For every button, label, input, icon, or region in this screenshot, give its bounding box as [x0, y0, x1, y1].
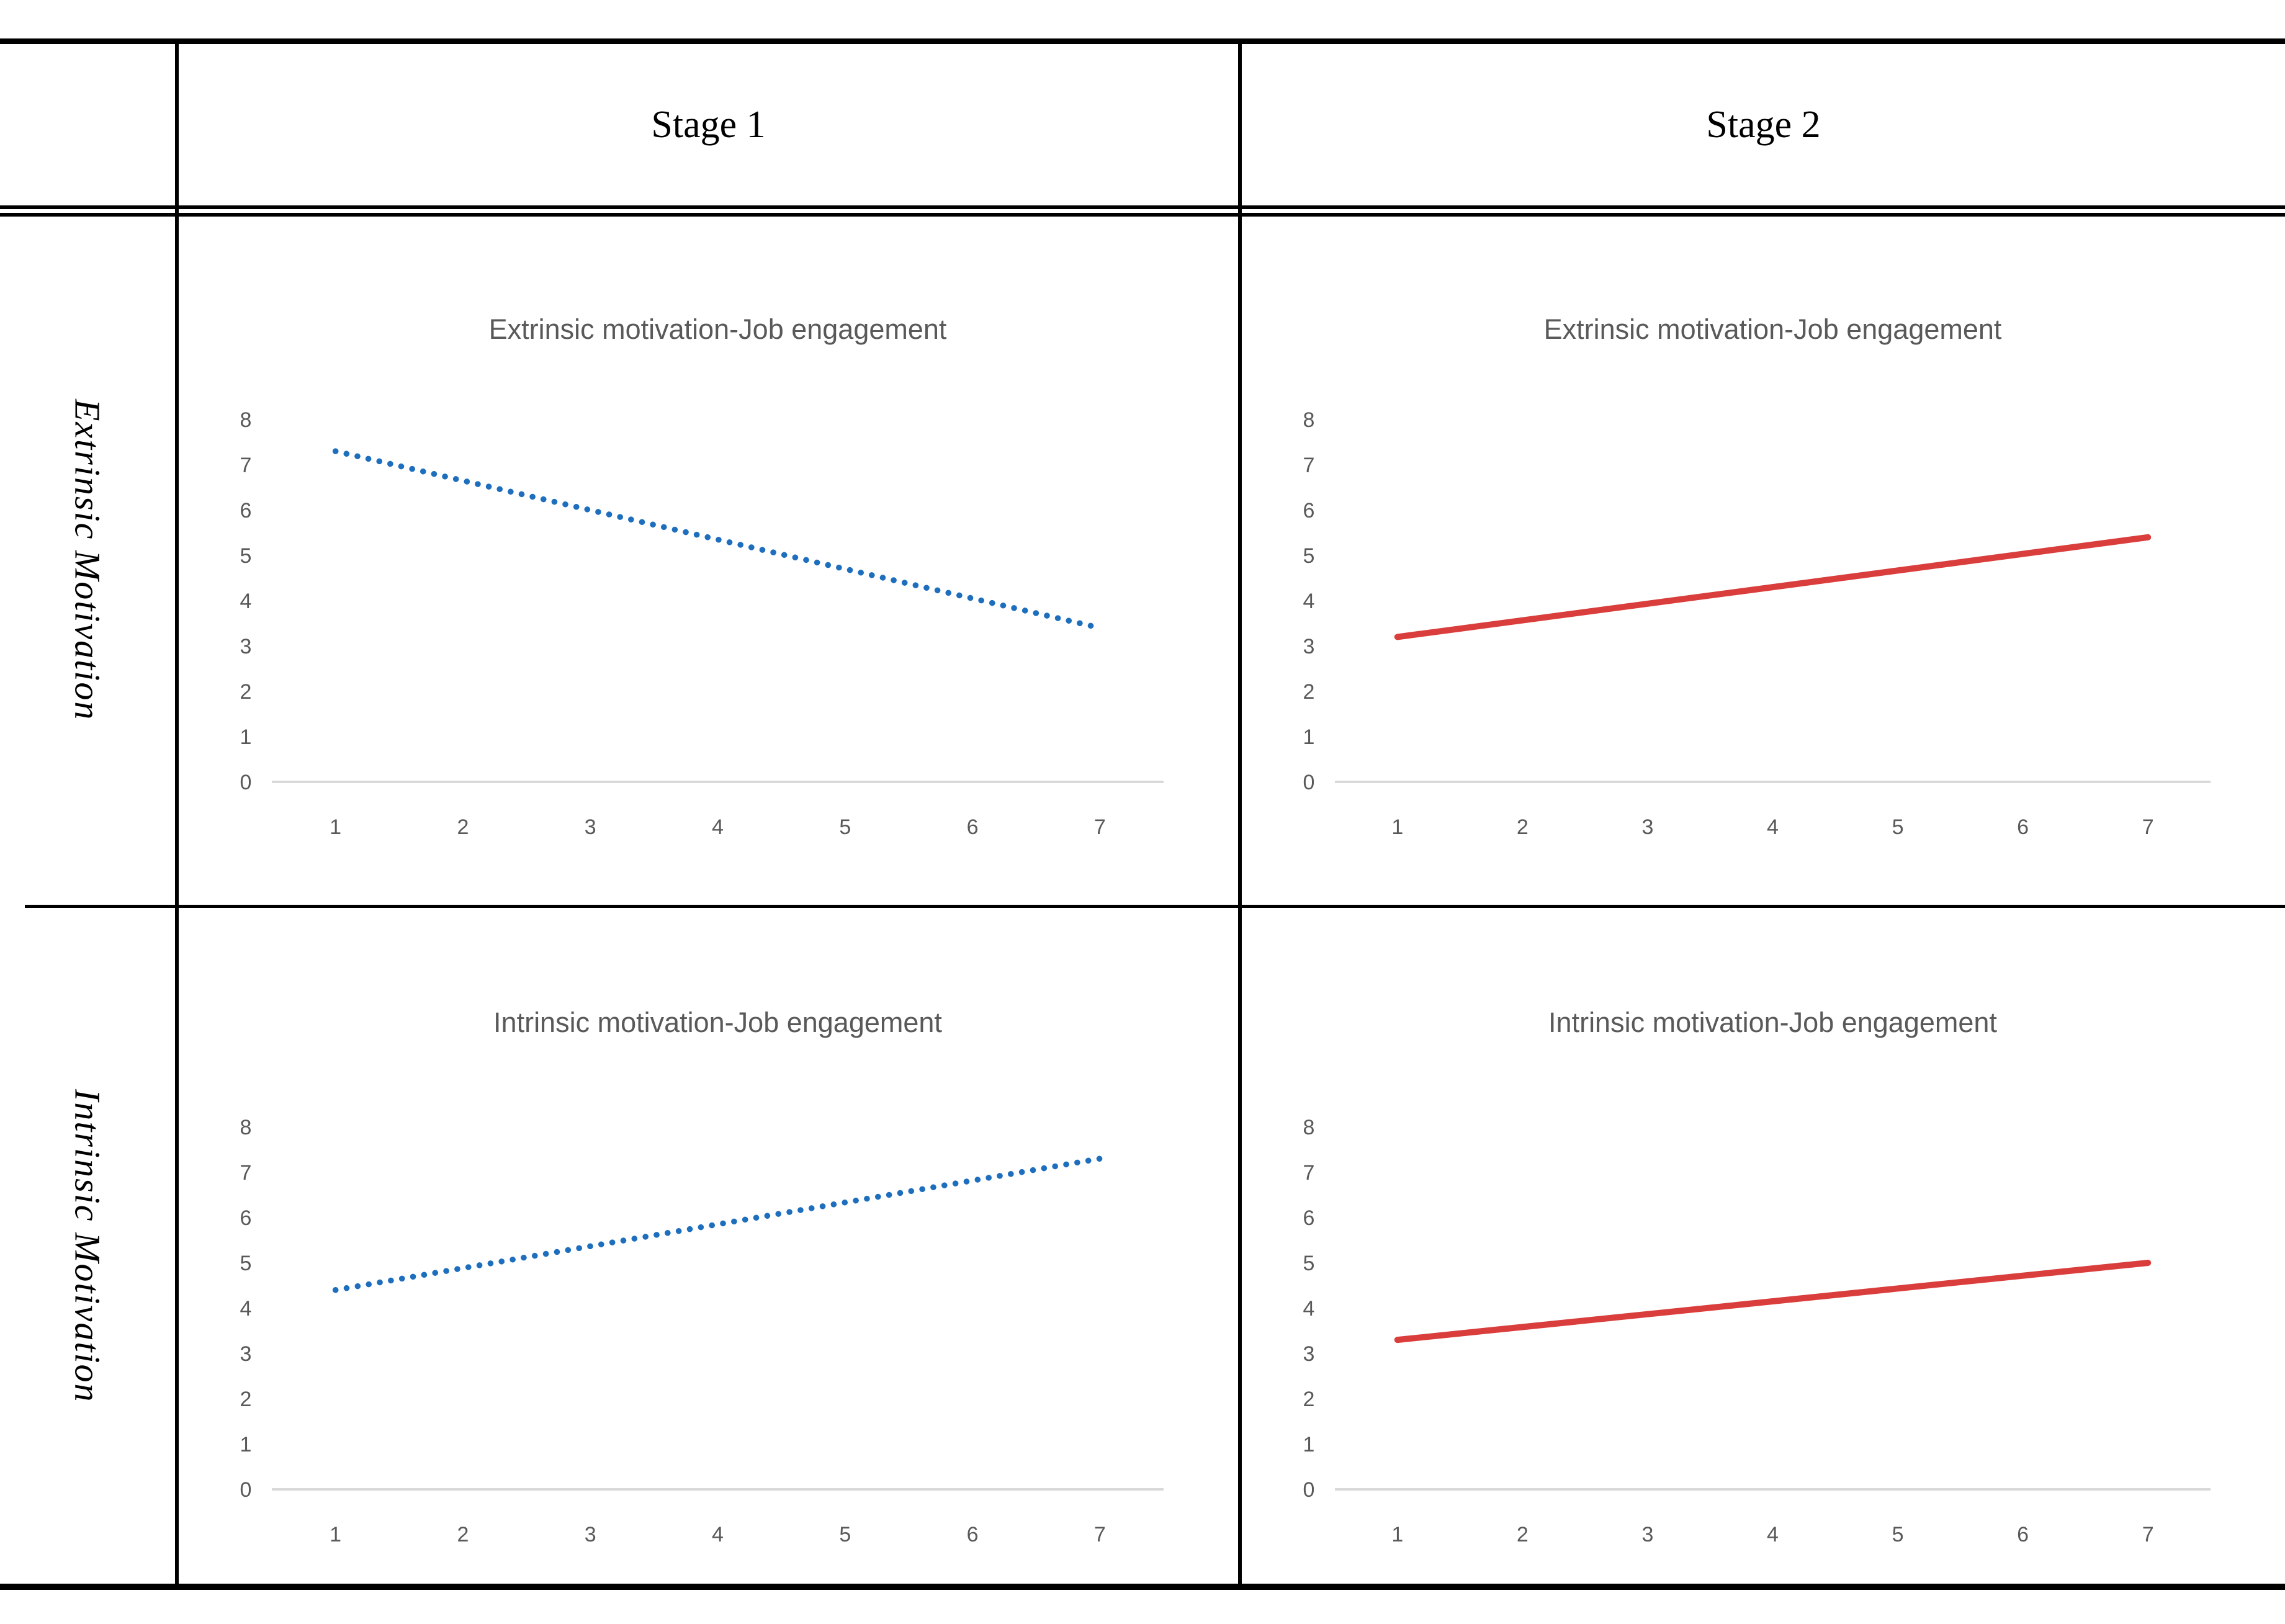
y-tick-label: 5 — [1303, 1252, 1315, 1275]
chart-cell-stage1-intrinsic: Intrinsic motivation-Job engagement 0 1 2 3 4… — [179, 908, 1238, 1584]
chart-title: Intrinsic motivation-Job engagement — [493, 1007, 942, 1038]
row-header-extrinsic-motivation: Extrinsic Motivation — [0, 215, 175, 905]
x-tick-label: 6 — [2017, 1523, 2029, 1546]
extrinsic-motivation-label: Extrinsic Motivation — [67, 398, 108, 721]
x-tick-label: 5 — [839, 1523, 851, 1546]
table-top-rule — [0, 38, 2285, 44]
y-tick-label: 7 — [240, 1161, 252, 1185]
y-tick-label: 0 — [240, 771, 252, 794]
series-line-dotted — [332, 448, 1103, 631]
x-tick-label: 2 — [457, 1523, 469, 1546]
x-tick-label: 5 — [1892, 815, 1904, 839]
x-tick-label: 5 — [839, 815, 851, 839]
x-tick-label: 2 — [1517, 815, 1529, 839]
y-tick-label: 2 — [1303, 1388, 1315, 1411]
chart-stage1-extrinsic: Extrinsic motivation-Job engagement 0 1 2 3 4… — [240, 313, 1164, 839]
y-tick-label: 1 — [1303, 725, 1315, 749]
series-line-solid — [1394, 1260, 2152, 1344]
x-tick-label: 7 — [2142, 815, 2154, 839]
y-tick-label: 7 — [1303, 1161, 1315, 1185]
column-header-stage-1: Stage 1 — [179, 44, 1238, 205]
x-tick-label: 1 — [1391, 1523, 1403, 1546]
y-tick-label: 8 — [240, 1116, 252, 1139]
x-tick-label: 4 — [1767, 1523, 1779, 1546]
chart-stage2-extrinsic: Extrinsic motivation-Job engagement 0 1 2 3 4… — [1303, 313, 2211, 839]
row-header-intrinsic-motivation: Intrinsic Motivation — [0, 908, 175, 1584]
y-tick-label: 4 — [1303, 590, 1315, 613]
y-tick-label: 8 — [1303, 408, 1315, 432]
y-tick-label: 3 — [1303, 635, 1315, 658]
column-divider-left — [175, 44, 179, 1584]
x-tick-label: 7 — [1094, 815, 1106, 839]
x-tick-label: 4 — [712, 1523, 724, 1546]
y-tick-label: 3 — [1303, 1342, 1315, 1366]
chart-stage1-intrinsic: Intrinsic motivation-Job engagement 0 1 2 3 4… — [240, 1007, 1164, 1546]
y-tick-label: 2 — [240, 1388, 252, 1411]
x-tick-label: 3 — [1641, 1523, 1653, 1546]
y-tick-label: 6 — [1303, 499, 1315, 523]
x-tick-label: 2 — [457, 815, 469, 839]
chart-stage2-intrinsic: Intrinsic motivation-Job engagement 0 1 2 3 4… — [1303, 1007, 2211, 1546]
x-tick-label: 6 — [967, 815, 979, 839]
column-header-stage-2: Stage 2 — [1242, 44, 2285, 205]
chart-title: Extrinsic motivation-Job engagement — [489, 313, 947, 345]
y-tick-label: 4 — [240, 1297, 252, 1321]
y-tick-label: 5 — [240, 544, 252, 568]
y-tick-label: 7 — [1303, 454, 1315, 477]
y-tick-label: 0 — [1303, 771, 1315, 794]
y-tick-label: 5 — [240, 1252, 252, 1275]
x-tick-label: 1 — [330, 1523, 341, 1546]
y-tick-label: 6 — [240, 1206, 252, 1230]
column-divider-middle — [1238, 44, 1242, 1584]
x-tick-label: 5 — [1892, 1523, 1904, 1546]
y-tick-label: 1 — [240, 725, 252, 749]
x-tick-label: 3 — [585, 815, 596, 839]
series-line-dotted — [332, 1155, 1103, 1293]
intrinsic-motivation-label: Intrinsic Motivation — [67, 1088, 108, 1403]
y-tick-label: 6 — [240, 499, 252, 523]
header-separator-rule-upper — [0, 205, 2285, 209]
x-tick-label: 1 — [330, 815, 341, 839]
y-tick-label: 3 — [240, 1342, 252, 1366]
x-tick-label: 4 — [712, 815, 724, 839]
row-separator-rule — [25, 905, 2285, 908]
x-tick-label: 3 — [1641, 815, 1653, 839]
y-tick-label: 2 — [240, 680, 252, 704]
x-tick-label: 4 — [1767, 815, 1779, 839]
x-tick-label: 7 — [2142, 1523, 2154, 1546]
x-tick-label: 6 — [967, 1523, 979, 1546]
y-tick-label: 2 — [1303, 680, 1315, 704]
stage-1-label: Stage 1 — [651, 103, 766, 146]
y-tick-label: 3 — [240, 635, 252, 658]
x-tick-label: 2 — [1517, 1523, 1529, 1546]
stage-2-label: Stage 2 — [1706, 103, 1821, 146]
chart-cell-stage2-extrinsic: Extrinsic motivation-Job engagement 0 1 2 3 4… — [1242, 215, 2285, 905]
y-tick-label: 1 — [240, 1433, 252, 1456]
y-tick-label: 0 — [1303, 1478, 1315, 1502]
x-tick-label: 7 — [1094, 1523, 1106, 1546]
x-tick-label: 3 — [585, 1523, 596, 1546]
y-tick-label: 4 — [1303, 1297, 1315, 1321]
chart-cell-stage1-extrinsic: Extrinsic motivation-Job engagement 0 1 2 3 4… — [179, 215, 1238, 905]
chart-title: Intrinsic motivation-Job engagement — [1548, 1007, 1997, 1038]
table-bottom-rule — [0, 1584, 2285, 1590]
x-tick-label: 6 — [2017, 815, 2029, 839]
y-tick-label: 8 — [1303, 1116, 1315, 1139]
y-tick-label: 7 — [240, 454, 252, 477]
y-tick-label: 5 — [1303, 544, 1315, 568]
y-tick-label: 1 — [1303, 1433, 1315, 1456]
series-line-solid — [1394, 534, 2152, 640]
chart-cell-stage2-intrinsic: Intrinsic motivation-Job engagement 0 1 2 3 4… — [1242, 908, 2285, 1584]
y-tick-label: 4 — [240, 590, 252, 613]
y-tick-label: 0 — [240, 1478, 252, 1502]
y-tick-label: 8 — [240, 408, 252, 432]
y-tick-label: 6 — [1303, 1206, 1315, 1230]
header-separator-rule-lower — [0, 213, 2285, 217]
x-tick-label: 1 — [1391, 815, 1403, 839]
chart-title: Extrinsic motivation-Job engagement — [1544, 313, 2002, 345]
